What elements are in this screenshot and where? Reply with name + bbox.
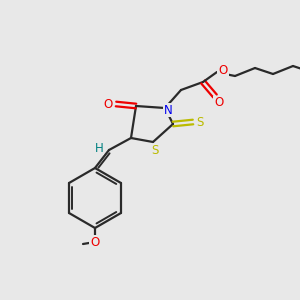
Text: O: O — [214, 97, 224, 110]
Text: S: S — [196, 116, 204, 128]
Text: O: O — [218, 64, 228, 76]
Text: N: N — [164, 103, 172, 116]
Text: S: S — [151, 145, 159, 158]
Text: O: O — [103, 98, 112, 110]
Text: H: H — [94, 142, 103, 154]
Text: O: O — [90, 236, 100, 248]
